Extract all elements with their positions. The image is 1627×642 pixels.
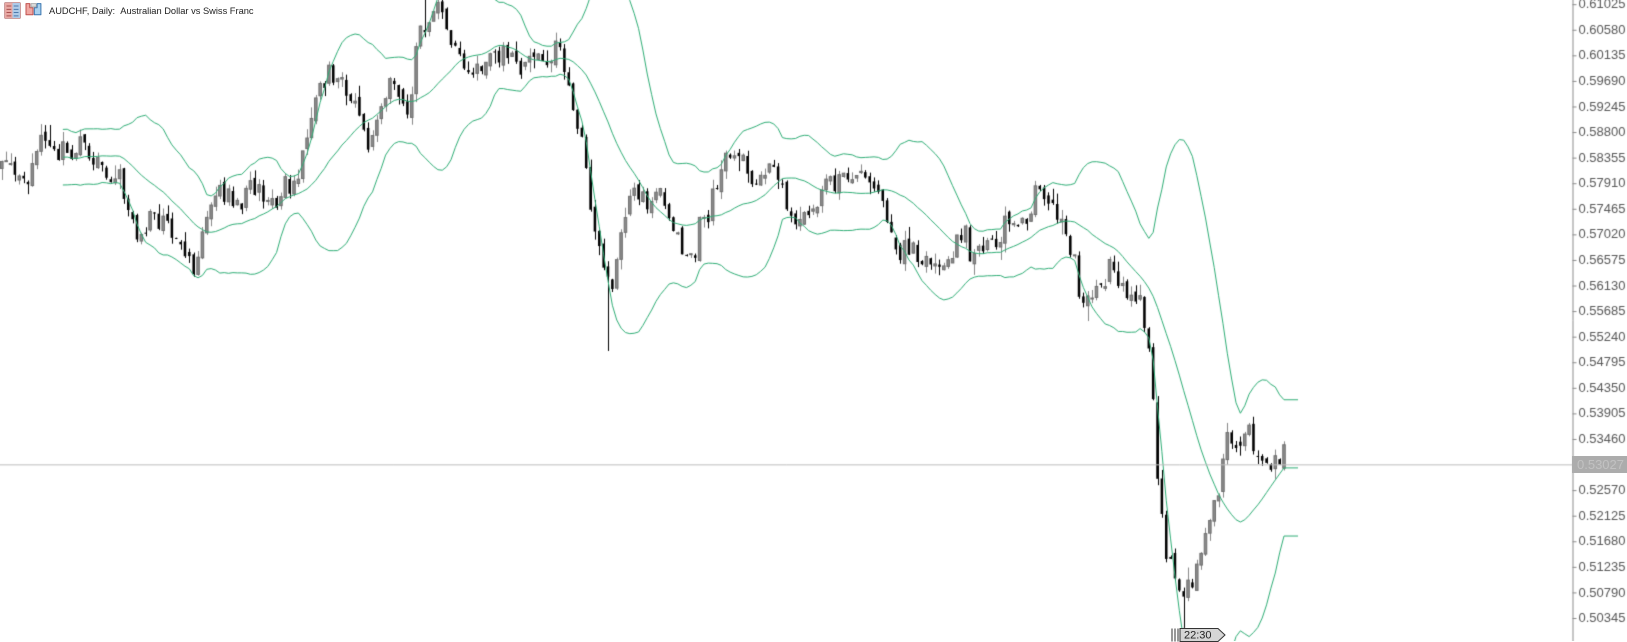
svg-text:22:30: 22:30: [1184, 629, 1212, 641]
